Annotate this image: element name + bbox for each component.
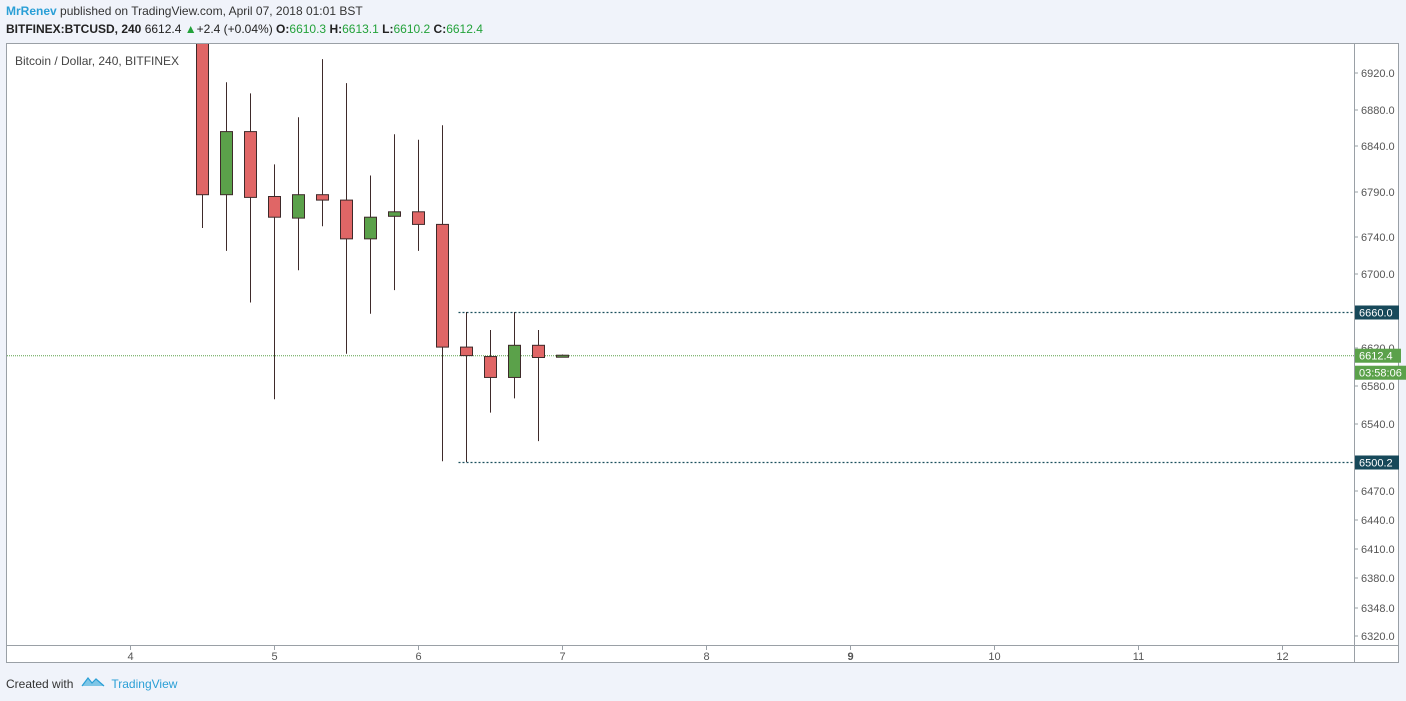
candle-body-4: [292, 194, 305, 219]
y-tick-label: 6880.0: [1361, 105, 1395, 117]
candle-body-11: [460, 346, 473, 357]
last-price-tag-text: 6612.4: [1359, 351, 1393, 363]
x-tick-label: 5: [271, 651, 277, 663]
y-tick-label: 6540.0: [1361, 419, 1395, 431]
last-price-tag: 6612.4: [1355, 348, 1401, 363]
last-price-tag-bg: [1355, 348, 1401, 363]
y-tick-label: 6700.0: [1361, 269, 1395, 281]
close-label: C:: [433, 22, 447, 36]
publication-line: MrRenev published on TradingView.com, Ap…: [6, 3, 363, 19]
x-tick-label: 10: [988, 651, 1000, 663]
level-tag-0: 6660.0: [1355, 305, 1399, 320]
level-tag-1-bg: [1355, 455, 1399, 470]
y-tick-label: 6790.0: [1361, 187, 1395, 199]
y-tick-label: 6580.0: [1361, 381, 1395, 393]
candle-body-2: [244, 131, 257, 198]
x-tick-label: 4: [127, 651, 133, 663]
y-tick-label: 6920.0: [1361, 68, 1395, 80]
candle-body-15: [556, 354, 569, 358]
symbol-label: BITFINEX:BTCUSD, 240: [6, 22, 142, 36]
level-tag-0-bg: [1355, 305, 1399, 320]
published-text: published on TradingView.com, April 07, …: [56, 4, 363, 18]
candle-body-6: [340, 199, 353, 240]
x-tick-label: 11: [1133, 651, 1144, 663]
candle-body-10: [436, 223, 449, 348]
symbol-line: BITFINEX:BTCUSD, 240 6612.4 ▲+2.4 (+0.04…: [6, 21, 483, 37]
candle-body-5: [316, 194, 329, 201]
chart-title: Bitcoin / Dollar, 240, BITFINEX: [15, 54, 179, 68]
countdown-tag-text: 03:58:06: [1359, 368, 1402, 380]
candle-body-13: [508, 344, 521, 378]
countdown-tag-bg: [1355, 365, 1406, 380]
candle-body-8: [388, 211, 401, 217]
candle-body-9: [412, 211, 425, 225]
y-tick-label: 6840.0: [1361, 141, 1395, 153]
tradingview-logo-icon[interactable]: [81, 675, 105, 692]
author-link[interactable]: MrRenev: [6, 4, 57, 18]
price-tags: 6660.0 6500.2 6612.4 03:58:06: [1355, 305, 1406, 470]
price-axis[interactable]: 6920.06880.06840.06790.06740.06700.06620…: [1354, 68, 1395, 643]
candle-body-14: [532, 344, 545, 358]
price-change: +2.4 (+0.04%): [196, 22, 273, 36]
y-tick-label: 6740.0: [1361, 232, 1395, 244]
close-value: 6612.4: [446, 22, 483, 36]
x-tick-label: 9: [847, 651, 853, 663]
open-label: O:: [276, 22, 290, 36]
candle-body-1: [220, 131, 233, 196]
open-value: 6610.3: [289, 22, 327, 36]
candle-body-3: [268, 196, 281, 218]
up-arrow-icon: ▲: [184, 22, 197, 36]
countdown-tag: 03:58:06: [1355, 365, 1406, 380]
plot-area[interactable]: [7, 8, 1354, 464]
x-tick-label: 6: [415, 651, 421, 663]
footer: Created with TradingView: [6, 675, 177, 692]
last-price: 6612.4: [144, 22, 182, 36]
candle-body-0: [196, 44, 209, 196]
tradingview-link[interactable]: TradingView: [111, 676, 178, 691]
level-tag-1: 6500.2: [1355, 455, 1399, 470]
created-with-text: Created with: [6, 676, 74, 691]
low-label: L:: [382, 22, 394, 36]
y-tick-label: 6440.0: [1361, 515, 1395, 527]
low-value: 6610.2: [393, 22, 431, 36]
x-tick-label: 8: [703, 651, 709, 663]
chart-panel[interactable]: [6, 43, 1399, 663]
x-tick-label: 12: [1276, 651, 1288, 663]
level-tag-0-text: 6660.0: [1359, 308, 1393, 320]
high-value: 6613.1: [342, 22, 379, 36]
y-tick-label: 6320.0: [1361, 631, 1395, 643]
level-tag-1-text: 6500.2: [1359, 458, 1393, 470]
y-tick-label: 6470.0: [1361, 486, 1395, 498]
candle-body-7: [364, 216, 377, 240]
y-tick-label: 6410.0: [1361, 544, 1395, 556]
time-axis[interactable]: 4 5 6 7 8 9 10 11 12: [127, 645, 1289, 663]
high-label: H:: [329, 22, 343, 36]
y-tick-label: 6380.0: [1361, 573, 1395, 585]
candle-body-12: [484, 356, 497, 378]
y-tick-label: 6348.0: [1361, 603, 1395, 615]
x-tick-label: 7: [559, 651, 565, 663]
